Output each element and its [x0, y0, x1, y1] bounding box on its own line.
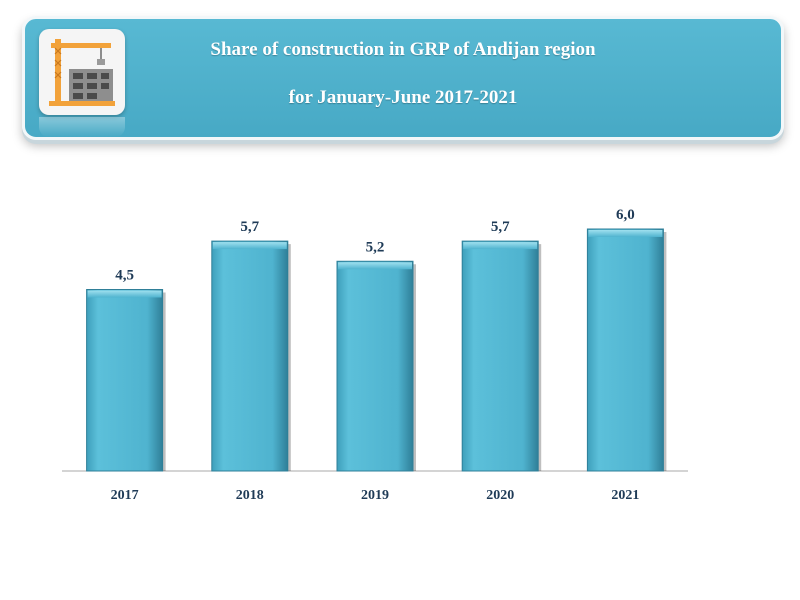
data-label-2017: 4,5 [115, 268, 134, 284]
chart-title-line1: Share of construction in GRP of Andijan … [210, 39, 596, 60]
bar-bevel-2017 [87, 290, 162, 298]
data-label-2018: 5,7 [240, 219, 259, 235]
bar-2017 [86, 289, 164, 472]
x-tick-label-2021: 2021 [611, 488, 639, 503]
bar-bevel-2021 [588, 230, 663, 237]
logo-reflection [39, 117, 125, 137]
data-label-2020: 5,7 [491, 219, 510, 235]
x-tick-label-2019: 2019 [361, 488, 389, 503]
bar-2019 [336, 260, 414, 472]
x-tick-label-2017: 2017 [111, 488, 139, 503]
data-label-2019: 5,2 [366, 239, 385, 255]
data-label-2021: 6,0 [616, 207, 635, 223]
x-tick-label-2020: 2020 [486, 488, 514, 503]
bar-2020 [461, 240, 539, 472]
chart-title-line2: for January-June 2017-2021 [288, 87, 518, 108]
bar-2021 [586, 228, 664, 472]
x-tick-label-2018: 2018 [236, 488, 264, 503]
bar-bevel-2018 [212, 242, 287, 250]
bar-bevel-2020 [463, 242, 538, 250]
header-banner: Share of construction in GRP of Andijan … [22, 16, 784, 140]
bar-bevel-2019 [338, 262, 412, 270]
construction-crane-icon [39, 29, 125, 115]
bar-2018 [211, 240, 289, 472]
